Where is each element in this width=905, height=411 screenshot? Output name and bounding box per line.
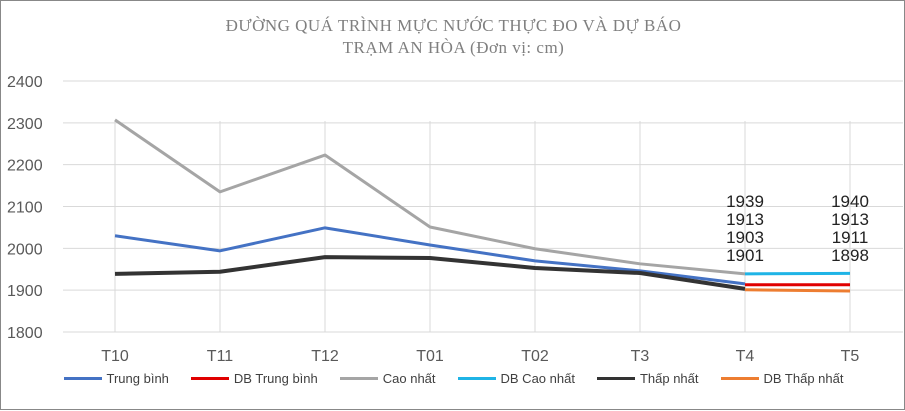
y-tick-label: 2400: [7, 74, 43, 91]
y-tick-label: 2100: [7, 200, 43, 217]
legend-swatch: [191, 377, 229, 380]
x-tick-label: T01: [416, 348, 444, 365]
data-label: 1898: [831, 246, 869, 265]
legend-item: DB Cao nhất: [458, 371, 575, 386]
y-tick-label: 1800: [7, 325, 43, 342]
x-tick-label: T12: [311, 348, 339, 365]
legend-swatch: [458, 377, 496, 380]
data-label: 1913: [831, 210, 869, 229]
x-tick-label: T10: [101, 348, 129, 365]
y-tick-label: 1900: [7, 283, 43, 300]
legend-label: DB Thấp nhất: [764, 371, 844, 386]
data-label: 1911: [832, 228, 869, 247]
legend-label: Trung bình: [107, 371, 169, 386]
x-tick-label: T4: [736, 348, 755, 365]
legend-item: Thấp nhất: [597, 371, 699, 386]
legend: Trung bình DB Trung bình Cao nhất DB Cao nh…: [1, 371, 905, 386]
legend-item: DB Thấp nhất: [721, 371, 844, 386]
legend-label: Thấp nhất: [640, 371, 699, 386]
legend-swatch: [597, 377, 635, 380]
x-tick-label: T5: [841, 348, 860, 365]
y-tick-label: 2200: [7, 158, 43, 175]
legend-label: DB Cao nhất: [501, 371, 575, 386]
legend-swatch: [340, 377, 378, 380]
data-label: 1913: [726, 210, 764, 229]
legend-label: Cao nhất: [383, 371, 436, 386]
x-tick-label: T11: [207, 348, 233, 365]
legend-item: Cao nhất: [340, 371, 436, 386]
legend-item: Trung bình: [64, 371, 169, 386]
series-line-DB Thấp nhất: [745, 290, 850, 291]
legend-label: DB Trung bình: [234, 371, 318, 386]
legend-swatch: [64, 377, 102, 380]
data-label: 1939: [726, 192, 764, 211]
legend-item: DB Trung bình: [191, 371, 318, 386]
data-label: 1940: [831, 192, 869, 211]
y-tick-label: 2300: [7, 116, 43, 133]
y-tick-label: 2000: [7, 241, 43, 258]
legend-swatch: [721, 377, 759, 380]
data-label: 1903: [726, 228, 764, 247]
x-tick-label: T02: [521, 348, 549, 365]
data-label: 1901: [726, 246, 764, 265]
x-tick-label: T3: [631, 348, 650, 365]
